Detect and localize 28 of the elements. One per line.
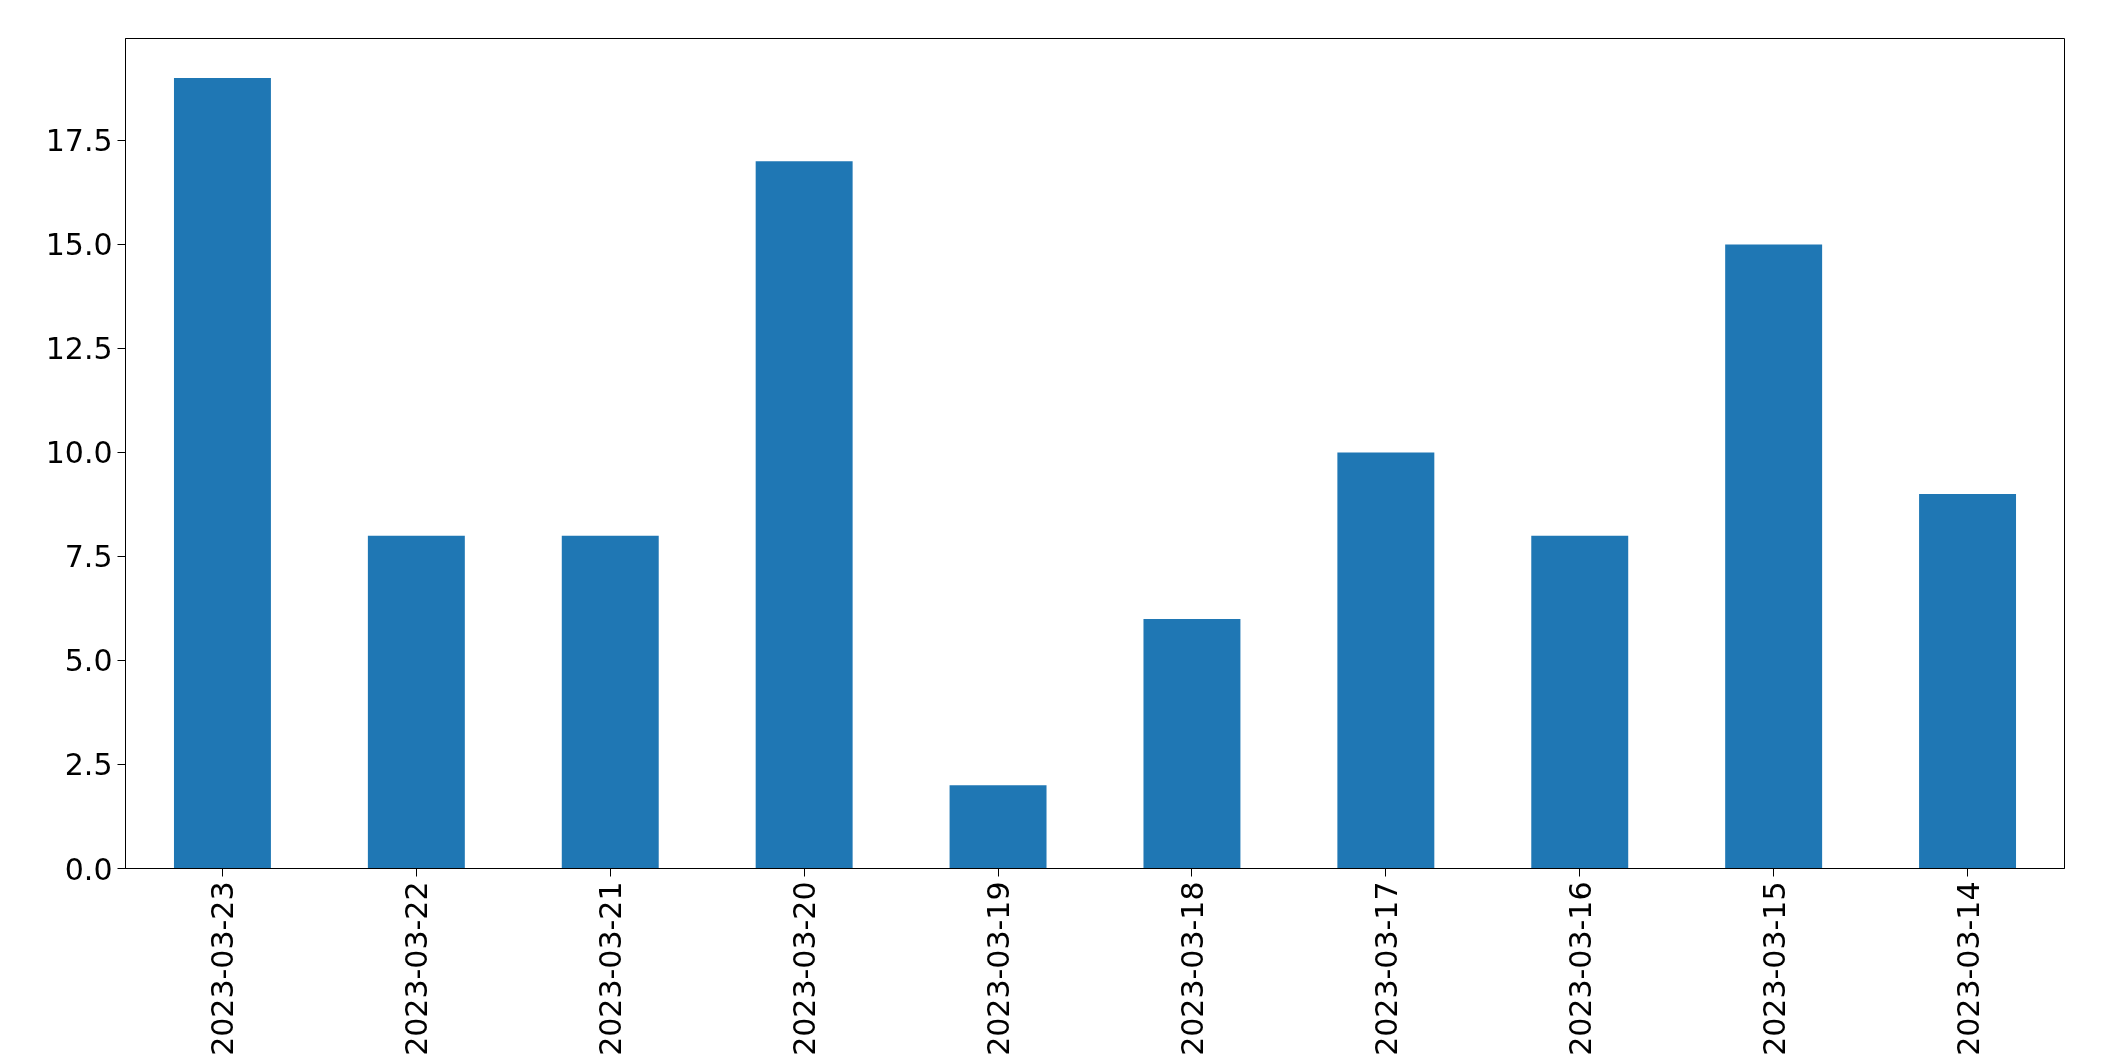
y-tick-label: 12.5 [45,331,113,367]
bar [561,535,659,869]
x-tick-label: 2023-03-16 [1562,881,1598,1056]
y-tick-label: 15.0 [45,227,113,263]
bar [367,535,465,869]
bar [1143,618,1241,869]
bar [173,78,271,869]
x-tick-label: 2023-03-14 [1950,881,1986,1056]
bar [1919,494,2017,869]
y-tick-label: 17.5 [45,123,113,159]
x-tick-label: 2023-03-18 [1174,881,1210,1056]
x-tick-label: 2023-03-22 [399,881,435,1056]
bar [1337,452,1435,869]
y-tick-label: 0.0 [64,851,113,887]
x-tick-label: 2023-03-15 [1756,881,1792,1056]
y-tick-label: 2.5 [64,747,113,783]
bar [755,161,853,869]
y-tick-label: 7.5 [64,539,113,575]
y-tick-label: 5.0 [64,643,113,679]
x-tick-label: 2023-03-17 [1368,881,1404,1056]
x-tick-label: 2023-03-23 [205,881,241,1056]
x-tick-label: 2023-03-21 [593,881,629,1056]
bar [1531,535,1629,869]
x-tick-label: 2023-03-19 [981,881,1017,1056]
x-tick-label: 2023-03-20 [787,881,823,1056]
bar [1725,244,1823,869]
bar [949,785,1047,869]
y-tick-label: 10.0 [45,435,113,471]
